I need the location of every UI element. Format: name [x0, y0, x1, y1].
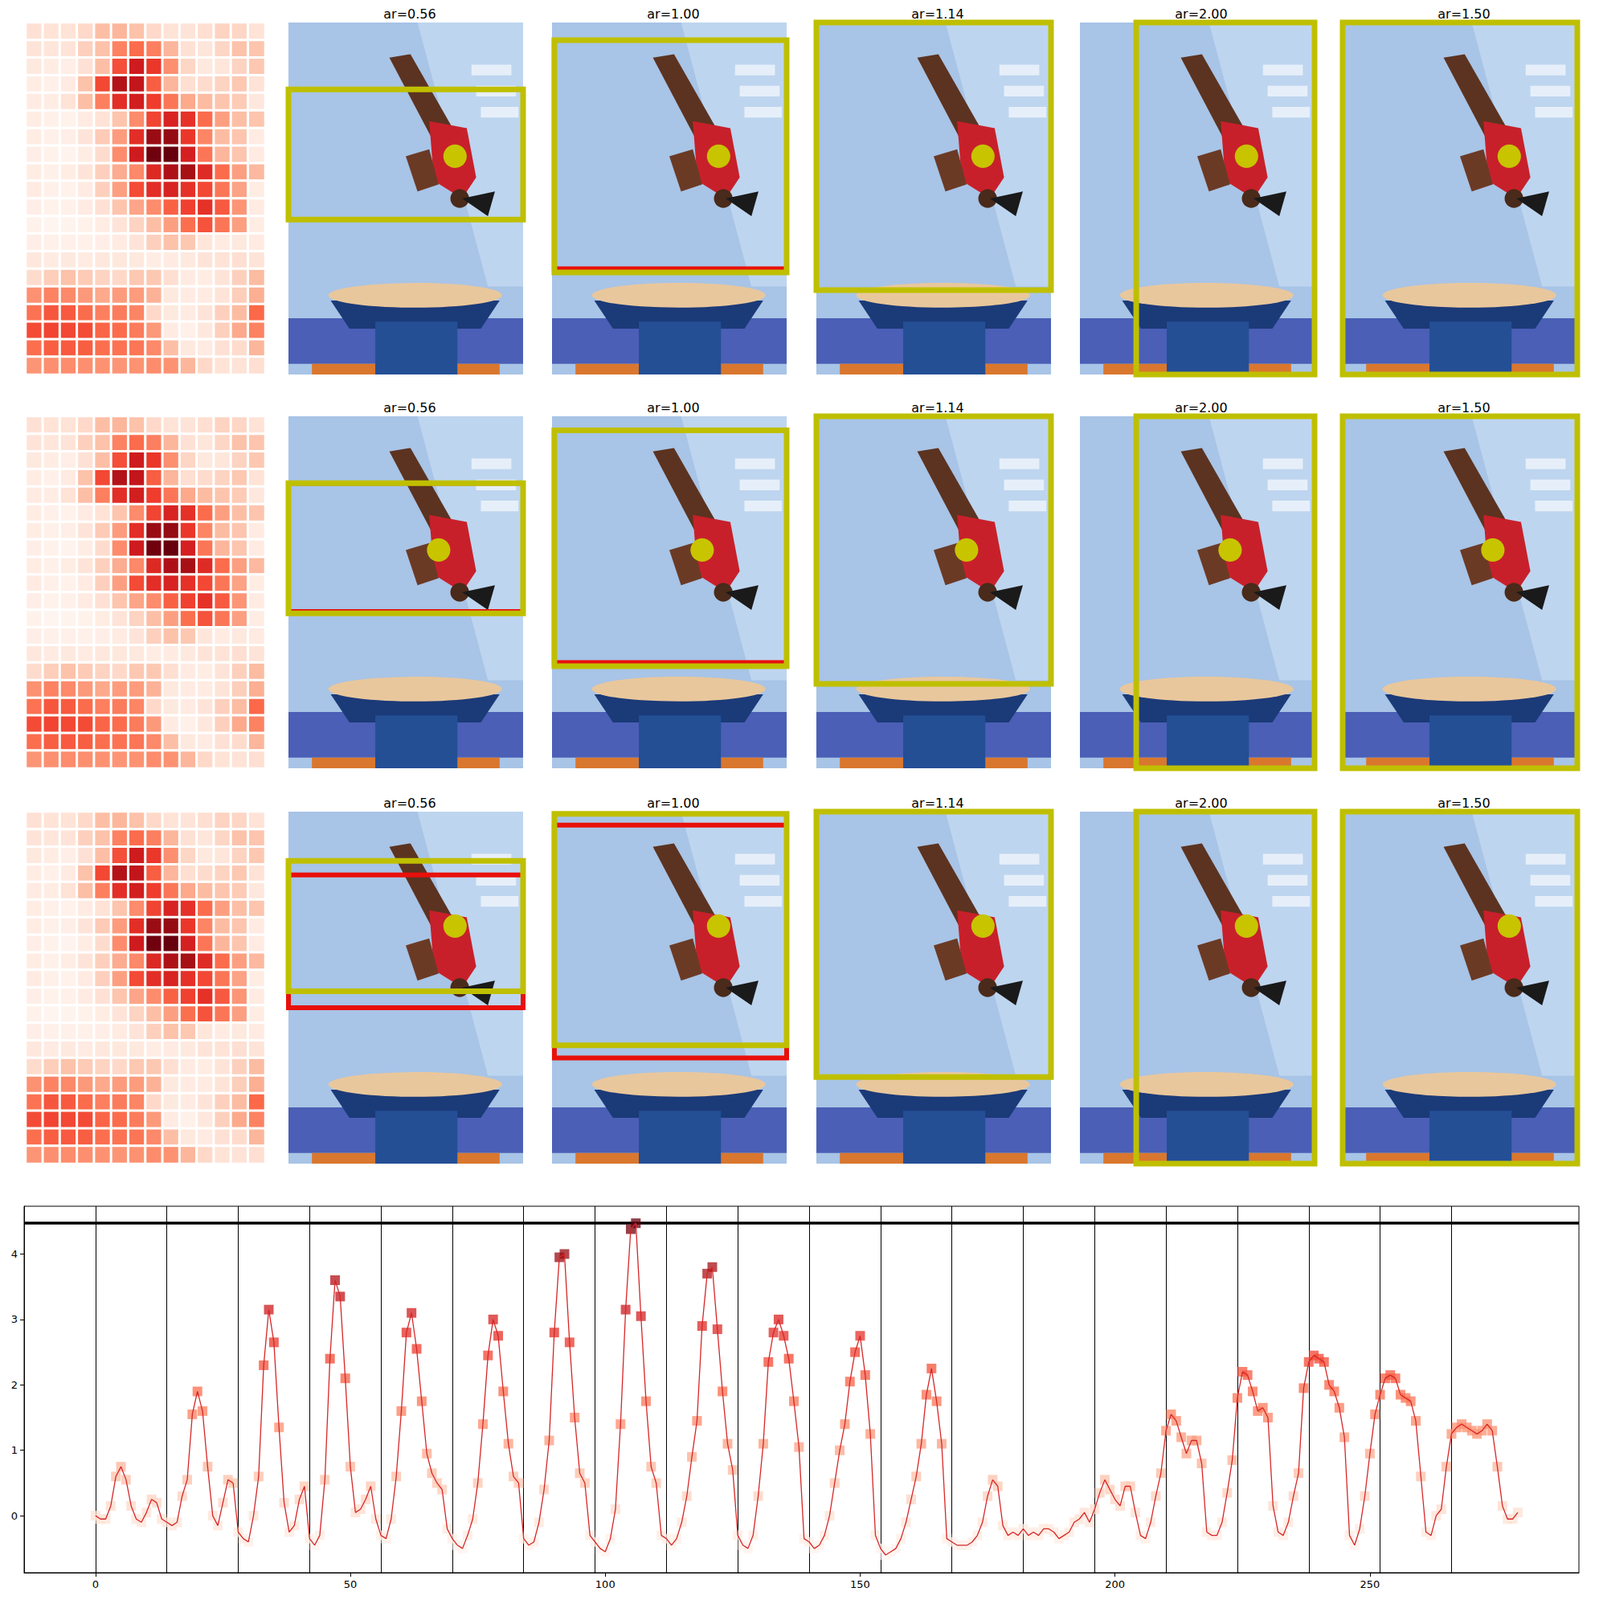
svg-text:ar=1.14: ar=1.14	[911, 6, 964, 22]
svg-text:150: 150	[850, 1578, 871, 1591]
svg-text:1: 1	[11, 1443, 18, 1456]
svg-text:ar=1.00: ar=1.00	[646, 400, 700, 416]
svg-text:100: 100	[595, 1578, 616, 1591]
svg-text:ar=1.50: ar=1.50	[1437, 400, 1490, 416]
svg-text:ar=0.56: ar=0.56	[383, 400, 436, 416]
svg-text:ar=2.00: ar=2.00	[1174, 6, 1227, 22]
svg-text:ar=2.00: ar=2.00	[1174, 795, 1227, 811]
svg-text:0: 0	[92, 1578, 99, 1591]
svg-text:ar=1.50: ar=1.50	[1437, 6, 1490, 22]
svg-text:50: 50	[343, 1578, 358, 1591]
svg-text:0: 0	[11, 1509, 18, 1522]
svg-text:4: 4	[11, 1247, 18, 1260]
svg-text:ar=0.56: ar=0.56	[383, 6, 436, 22]
svg-text:ar=2.00: ar=2.00	[1174, 400, 1227, 416]
svg-text:200: 200	[1104, 1578, 1125, 1591]
svg-text:2: 2	[11, 1378, 18, 1391]
svg-text:250: 250	[1359, 1578, 1380, 1591]
svg-text:ar=1.00: ar=1.00	[646, 6, 700, 22]
svg-text:ar=1.14: ar=1.14	[911, 795, 964, 811]
svg-text:ar=1.50: ar=1.50	[1437, 795, 1490, 811]
svg-text:ar=1.00: ar=1.00	[646, 795, 700, 811]
svg-text:ar=0.56: ar=0.56	[383, 795, 436, 811]
svg-text:ar=1.14: ar=1.14	[911, 400, 964, 416]
svg-text:3: 3	[11, 1312, 18, 1326]
